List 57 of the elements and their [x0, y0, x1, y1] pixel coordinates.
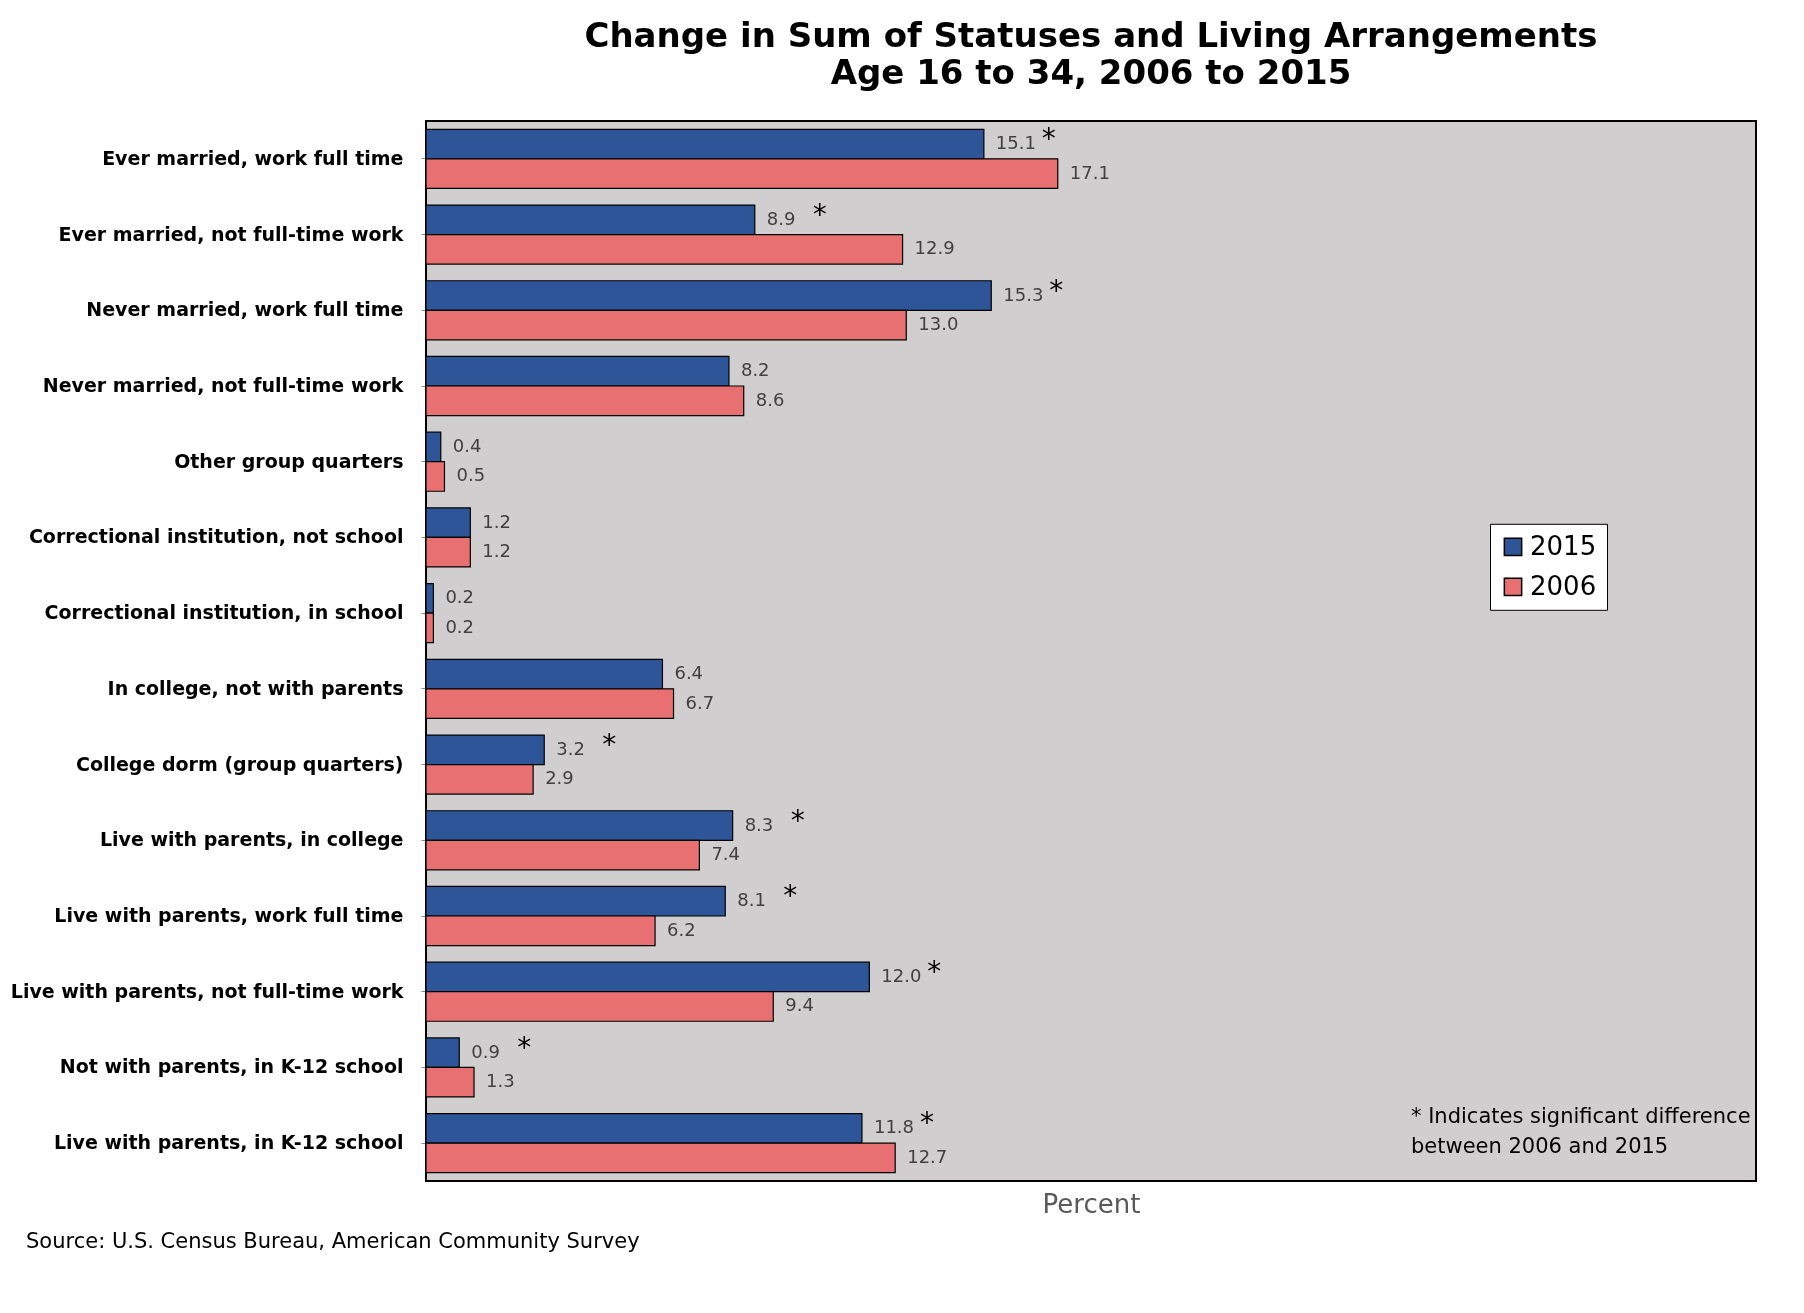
data-label: 17.1	[1069, 161, 1110, 183]
data-label: 1.2	[482, 510, 511, 532]
annotation: *	[790, 803, 805, 837]
data-label: 11.8	[873, 1116, 915, 1138]
y-tick-label: Live with parents, in college	[99, 828, 404, 851]
data-label: 1.3	[486, 1070, 515, 1092]
data-label: 3.2	[556, 737, 585, 759]
data-label: 8.6	[755, 388, 785, 410]
annotation: *	[927, 954, 942, 988]
y-tick-label: In college, not with parents	[107, 676, 404, 699]
y-tick-label: Not with parents, in K-12 school	[59, 1055, 404, 1078]
data-label: 0.5	[456, 464, 486, 486]
data-label: 7.4	[711, 843, 741, 865]
y-tick-label: Never married, work full time	[86, 298, 404, 321]
annotation: *	[602, 727, 617, 761]
y-tick-label: Live with parents, not full-time work	[10, 979, 404, 1002]
annotation: *	[1041, 122, 1056, 156]
x-axis-title: Percent	[1042, 1188, 1141, 1219]
legend-label: 2015	[1530, 530, 1597, 561]
data-label: 8.3	[744, 813, 774, 835]
data-label: 8.2	[740, 359, 770, 381]
y-tick-label: College dorm (group quarters)	[75, 752, 404, 775]
data-label: 12.0	[881, 964, 922, 986]
data-label: 6.2	[667, 918, 696, 940]
y-tick-label: Ever married, not full-time work	[58, 222, 404, 245]
y-tick-label: Live with parents, in K-12 school	[53, 1131, 404, 1154]
legend-label: 2006	[1530, 570, 1597, 601]
y-tick-label: Live with parents, work full time	[54, 904, 404, 926]
data-label: 0.2	[445, 586, 475, 608]
data-label: 0.9	[471, 1040, 500, 1062]
y-tick-label: Ever married, work full time	[102, 146, 404, 169]
data-label: 13.0	[918, 313, 959, 335]
data-label: 15.3	[1003, 283, 1044, 305]
data-label: 1.2	[482, 540, 511, 562]
chart-title: Change in Sum of Statuses and Living Arrangements	[584, 15, 1598, 55]
annotation: *	[919, 1106, 934, 1140]
annotation: *	[517, 1030, 532, 1064]
source-note: Source: U.S. Census Bureau, American Community Survey	[26, 1229, 640, 1253]
annotation: * Indicates significant difference between 2006 and 2015	[1411, 1104, 1751, 1158]
data-label: 12.9	[914, 237, 955, 259]
data-label: 6.4	[674, 662, 704, 684]
data-label: 0.4	[452, 434, 482, 456]
data-label: 8.9	[766, 207, 796, 229]
y-tick-label: Never married, not full-time work	[42, 374, 404, 396]
y-tick-label: Correctional institution, in school	[44, 601, 404, 624]
y-tick-label: Correctional institution, not school	[28, 525, 404, 548]
data-label: 9.4	[785, 994, 814, 1016]
data-label: 0.2	[445, 615, 475, 637]
data-label: 2.9	[545, 767, 574, 789]
annotation: *	[783, 879, 798, 913]
data-label: 6.7	[685, 691, 715, 713]
y-tick-label: Other group quarters	[174, 449, 404, 472]
data-label: 8.1	[737, 889, 766, 911]
annotation: *	[812, 197, 827, 231]
data-label: 15.1	[995, 132, 1036, 154]
data-label: 12.7	[907, 1145, 948, 1167]
annotation: *	[1049, 273, 1064, 307]
